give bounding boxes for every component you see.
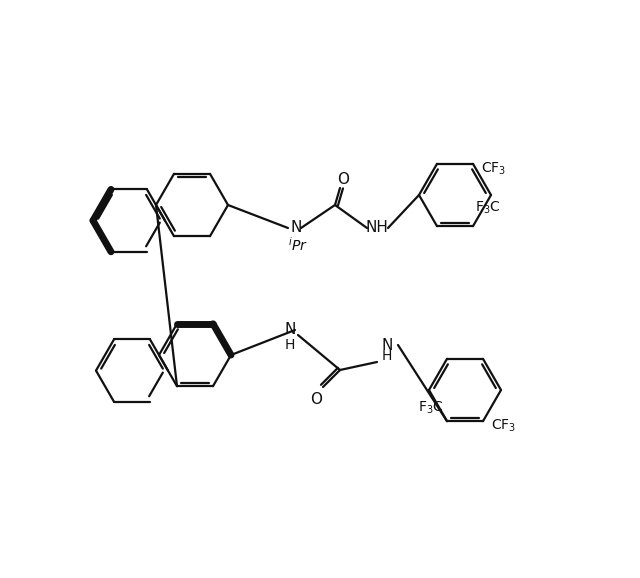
Text: F$_3$C: F$_3$C: [418, 400, 444, 416]
Text: H: H: [382, 349, 392, 363]
Text: CF$_3$: CF$_3$: [491, 418, 516, 435]
Text: N: N: [284, 323, 296, 338]
Text: N: N: [291, 220, 301, 235]
Text: N: N: [381, 338, 393, 353]
Text: F$_3$C: F$_3$C: [475, 200, 500, 216]
Text: NH: NH: [365, 220, 388, 235]
Text: O: O: [310, 392, 322, 407]
Text: CF$_3$: CF$_3$: [481, 161, 506, 177]
Text: $^i$Pr: $^i$Pr: [288, 236, 308, 254]
Text: H: H: [285, 338, 295, 352]
Text: O: O: [337, 172, 349, 187]
